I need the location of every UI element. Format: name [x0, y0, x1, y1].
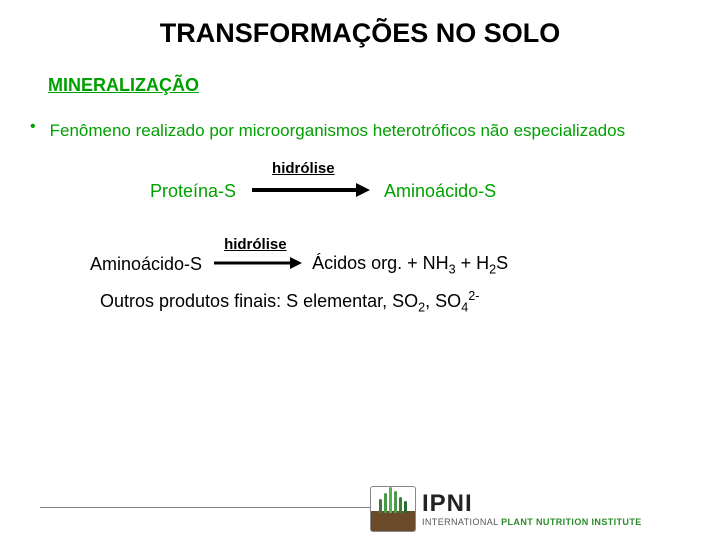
footer-rule — [40, 507, 370, 508]
reaction2-left: Aminoácido-S — [90, 254, 202, 275]
logo-icon — [370, 486, 416, 532]
reaction2-arrow: hidrólise — [212, 254, 302, 275]
logo-tag-intl: INTERNATIONAL — [422, 517, 498, 527]
reaction-2: Aminoácido-S hidrólise Ácidos org. + NH3… — [90, 253, 720, 277]
section-subtitle: MINERALIZAÇÃO — [48, 75, 720, 96]
logo: IPNI INTERNATIONAL PLANT NUTRITION INSTI… — [370, 486, 642, 532]
bullet-text: Fenômeno realizado por microorganismos h… — [50, 116, 625, 146]
final-products: Outros produtos finais: S elementar, SO2… — [100, 289, 720, 315]
reaction-1: Proteína-S hidrólise Aminoácido-S — [150, 180, 720, 203]
logo-text: IPNI INTERNATIONAL PLANT NUTRITION INSTI… — [422, 492, 642, 527]
logo-tag-pni: PLANT NUTRITION INSTITUTE — [501, 517, 642, 527]
reaction1-arrow: hidrólise — [250, 180, 370, 203]
bullet-marker: • — [30, 116, 36, 146]
logo-tagline: INTERNATIONAL PLANT NUTRITION INSTITUTE — [422, 518, 642, 527]
page-title: TRANSFORMAÇÕES NO SOLO — [0, 18, 720, 49]
bullet-item: • Fenômeno realizado por microorganismos… — [30, 116, 720, 146]
reaction2-label: hidrólise — [224, 236, 287, 253]
reaction1-label: hidrólise — [272, 160, 335, 177]
logo-main: IPNI — [422, 492, 642, 516]
reaction1-left: Proteína-S — [150, 181, 236, 202]
reaction1-right: Aminoácido-S — [384, 181, 496, 202]
reaction2-right: Ácidos org. + NH3 + H2S — [312, 253, 508, 277]
